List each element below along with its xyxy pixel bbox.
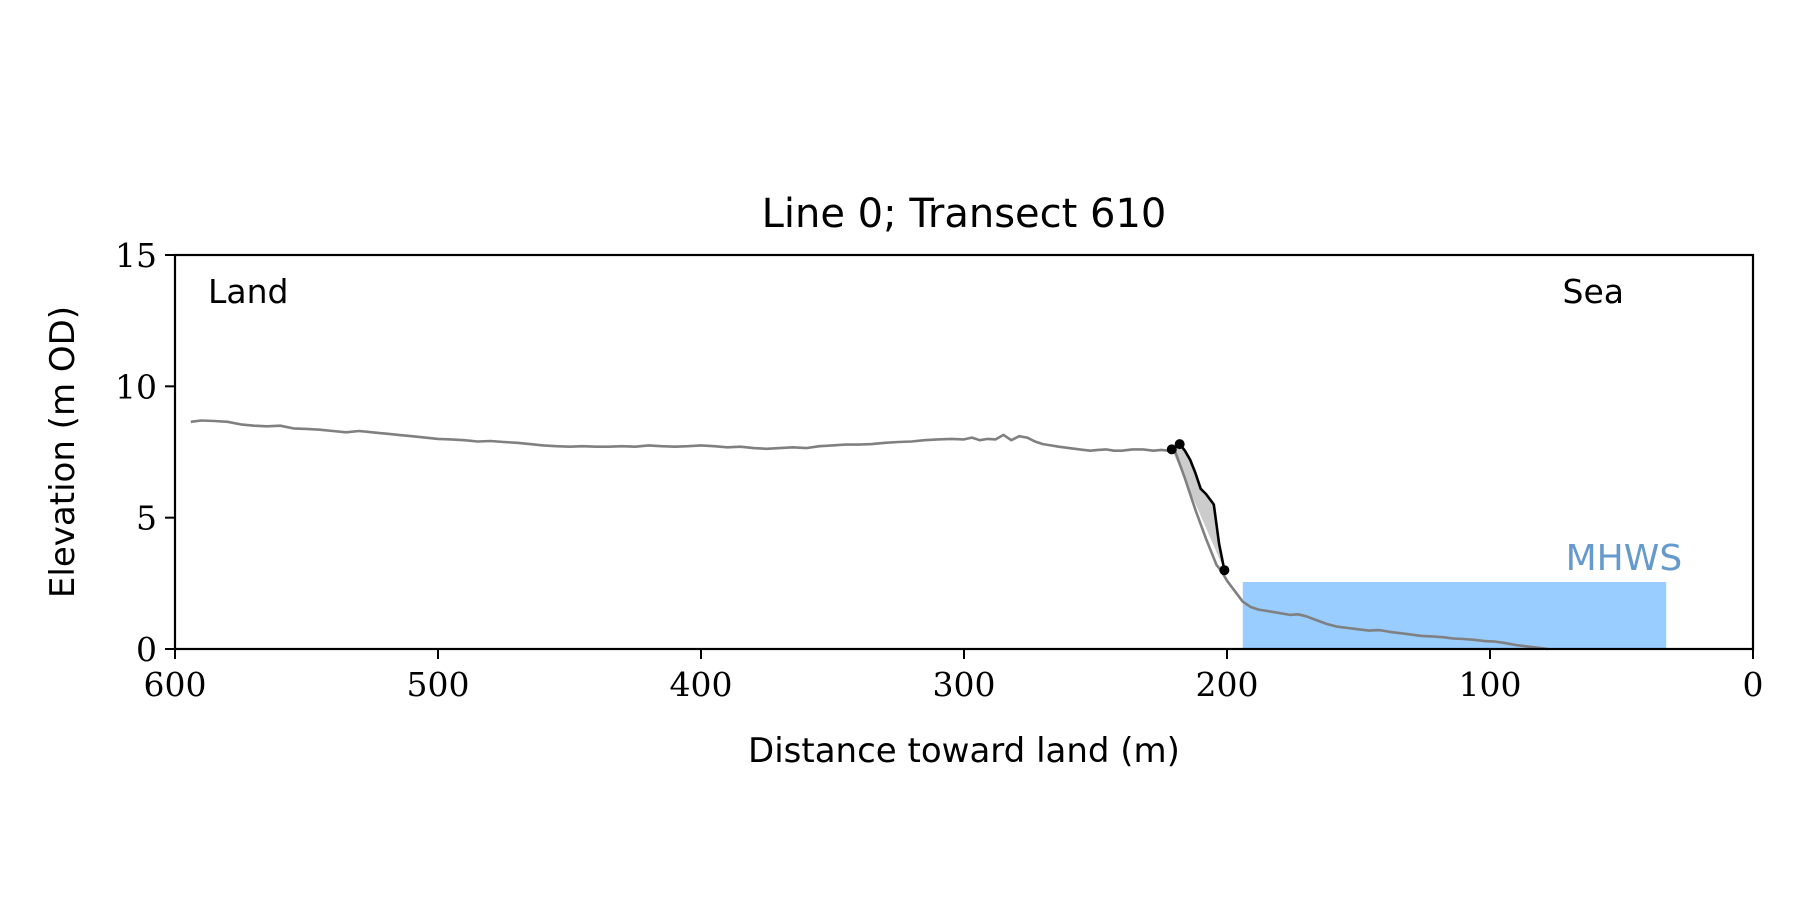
cliff-top-marker-b [1174,439,1185,450]
profile-line [190,419,1549,651]
sea-annotation: Sea [1563,272,1624,311]
mhws-label: MHWS [1566,538,1683,579]
x-tick-label: 0 [1743,665,1764,704]
cliff-toe-marker [1219,565,1230,576]
y-axis-label: Elevation (m OD) [43,306,83,598]
x-tick-label: 400 [670,665,733,704]
x-axis-label: Distance toward land (m) [748,731,1180,771]
cliff-top-marker-a [1166,444,1177,455]
y-tick-label: 5 [136,499,157,538]
axis-ticks: 600 500 400 300 200 100 0 0 5 10 15 [115,236,1764,704]
land-annotation: Land [208,272,288,311]
plot-area [190,419,1667,651]
chart-title: Line 0; Transect 610 [762,191,1167,237]
x-tick-label: 200 [1196,665,1259,704]
x-tick-label: 500 [407,665,470,704]
x-tick-label: 300 [933,665,996,704]
x-tick-label: 100 [1459,665,1522,704]
x-tick-label: 600 [144,665,207,704]
y-tick-label: 0 [136,630,157,669]
y-tick-label: 10 [115,367,157,406]
y-tick-label: 15 [115,236,157,275]
